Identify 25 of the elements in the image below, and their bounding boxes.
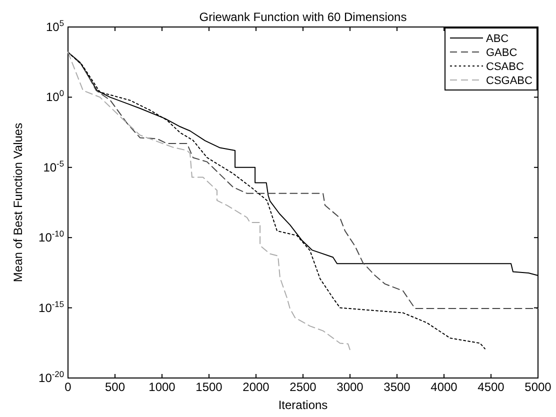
y-tick-label: 10$^{5}$: [46, 18, 64, 34]
x-tick-label: 2500: [290, 380, 317, 394]
y-tick-label: 10$^{-10}$: [38, 228, 64, 245]
legend-label: GABC: [486, 47, 518, 59]
x-tick-label: 3500: [384, 380, 411, 394]
x-tick-label: 2000: [242, 380, 270, 394]
y-axis-title: Mean of Best Function Values: [11, 122, 25, 282]
y-tick-label: 10$^{-5}$: [43, 158, 64, 174]
x-tick-label: 4000: [430, 380, 458, 394]
y-tick-label: 10$^{-20}$: [38, 369, 64, 385]
line-series: [68, 52, 350, 350]
x-tick-label: 4500: [478, 380, 505, 394]
chart-title: Griewank Function with 60 Dimensions: [199, 10, 407, 24]
x-tick-label: 5000: [524, 380, 552, 394]
legend-label: CSABC: [486, 61, 524, 73]
x-axis-title: Iterations: [278, 398, 328, 412]
y-tick-label: 10$^{0}$: [46, 88, 64, 104]
legend-label: CSGABC: [486, 75, 533, 87]
x-tick-label: 3000: [336, 380, 364, 394]
x-tick-label: 500: [104, 380, 126, 394]
x-tick-label: 1500: [196, 380, 223, 394]
y-tick-label: 10$^{-15}$: [38, 298, 64, 315]
x-tick-label: 0: [64, 380, 72, 394]
legend-label: ABC: [486, 33, 509, 45]
x-tick-label: 1000: [148, 380, 176, 394]
